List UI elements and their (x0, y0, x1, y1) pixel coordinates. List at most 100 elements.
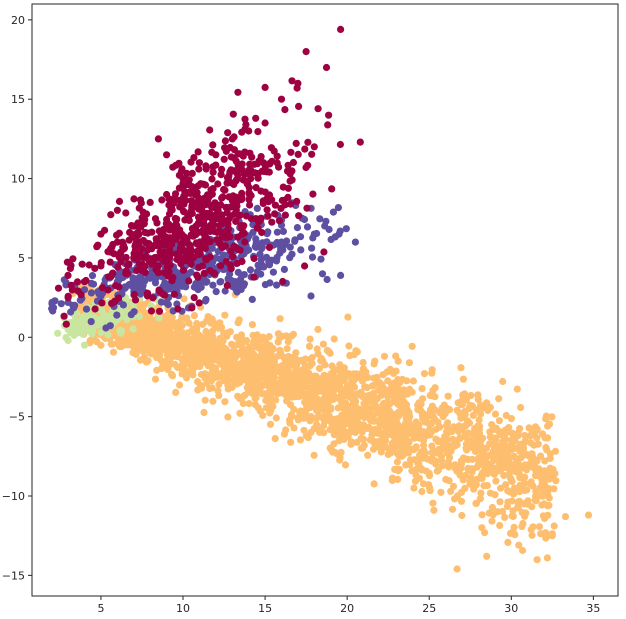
data-point-series-3-1487 (508, 497, 516, 505)
data-point-series-3-2553 (413, 420, 421, 428)
data-point-series-3-2034 (533, 556, 541, 564)
data-point-series-0-517 (143, 292, 152, 300)
data-point-series-3-2355 (428, 402, 436, 410)
x-tick-label-1: 10 (176, 602, 190, 615)
data-point-series-0-436 (214, 206, 222, 214)
data-point-series-3-771 (288, 332, 296, 340)
data-point-series-3-1431 (501, 513, 509, 522)
data-point-series-3-2613 (507, 476, 515, 484)
data-point-series-0-593 (153, 242, 161, 250)
data-point-series-3-2334 (199, 341, 207, 349)
data-point-series-1-416 (272, 257, 281, 265)
data-point-series-3-1031 (453, 406, 461, 414)
data-point-series-0-124 (320, 248, 328, 256)
data-point-series-3-2539 (217, 338, 226, 346)
data-point-series-3-197 (437, 488, 445, 496)
data-point-series-3-2176 (211, 373, 219, 382)
data-point-series-3-664 (164, 365, 172, 374)
data-point-series-0-626 (221, 137, 229, 145)
data-point-series-1-206 (266, 279, 274, 287)
data-point-series-0-570 (177, 243, 185, 251)
data-point-series-0-493 (223, 281, 231, 290)
data-point-series-1-163 (325, 225, 333, 234)
data-point-series-3-1606 (352, 370, 360, 378)
data-point-series-1-234 (127, 311, 135, 319)
data-point-series-0-568 (199, 244, 207, 252)
data-point-series-3-2416 (396, 378, 404, 387)
data-point-series-0-440 (241, 115, 249, 123)
data-point-series-3-393 (364, 451, 372, 459)
data-point-series-3-178 (492, 477, 500, 485)
data-point-series-3-2466 (188, 369, 196, 377)
data-point-series-3-1827 (286, 419, 294, 427)
data-point-series-0-580 (165, 253, 173, 261)
data-point-series-3-2602 (146, 349, 154, 357)
data-point-series-1-140 (273, 281, 281, 289)
data-point-series-0-573 (187, 246, 195, 255)
data-point-series-2-114 (97, 328, 105, 337)
data-point-series-0-439 (252, 114, 260, 122)
data-point-series-0-519 (221, 242, 230, 250)
data-point-series-3-1756 (463, 455, 471, 463)
data-point-series-3-2607 (310, 397, 318, 405)
data-point-series-3-1997 (494, 467, 502, 475)
data-point-series-3-770 (256, 407, 264, 415)
data-point-series-1-286 (269, 268, 277, 276)
data-point-series-3-1987 (474, 391, 482, 399)
data-point-series-0-555 (322, 63, 331, 72)
data-point-series-3-2322 (245, 349, 253, 357)
data-point-series-1-43 (209, 281, 217, 289)
y-axis-ticks: −15 −10 −5 0 5 10 15 20 (2, 14, 32, 582)
data-point-series-0-577 (267, 144, 275, 152)
data-point-series-1-324 (260, 263, 268, 271)
data-point-series-3-768 (521, 431, 529, 440)
data-point-series-0-474 (139, 208, 147, 216)
data-point-series-0-156 (229, 110, 237, 118)
data-point-series-3-2112 (444, 392, 452, 400)
data-point-series-3-1693 (380, 352, 389, 360)
data-point-series-3-1408 (454, 427, 463, 435)
data-point-series-3-1551 (276, 334, 284, 342)
data-point-series-3-2038 (479, 434, 487, 442)
data-point-series-3-750 (462, 471, 470, 479)
data-point-series-0-550 (202, 165, 210, 173)
data-point-series-3-2589 (135, 343, 143, 351)
data-point-series-3-2387 (530, 441, 538, 449)
data-point-series-0-632 (199, 226, 207, 234)
data-point-series-3-2562 (175, 334, 183, 342)
data-point-series-0-399 (295, 102, 303, 110)
data-point-series-0-425 (194, 273, 202, 281)
data-point-series-3-2495 (400, 390, 408, 398)
data-point-series-3-2083 (287, 413, 295, 421)
data-point-series-1-341 (293, 224, 301, 232)
data-point-series-0-355 (91, 264, 99, 272)
data-point-series-0-602 (217, 201, 225, 209)
data-point-series-0-660 (228, 135, 236, 143)
data-point-series-2-99 (117, 327, 126, 335)
data-point-series-3-1759 (357, 388, 365, 396)
data-point-series-3-2266 (218, 346, 226, 354)
data-point-series-0-373 (218, 165, 226, 173)
data-point-series-3-2035 (234, 319, 242, 327)
data-point-series-0-671 (163, 151, 171, 159)
data-point-series-3-1563 (276, 346, 284, 354)
data-point-series-3-892 (505, 455, 513, 463)
data-point-series-2-35 (129, 325, 137, 333)
data-point-series-3-2566 (162, 329, 170, 337)
data-point-series-3-1654 (209, 397, 217, 405)
data-point-series-0-18 (64, 271, 72, 279)
data-point-series-0-513 (214, 180, 222, 188)
data-point-series-3-453 (251, 401, 259, 409)
data-point-series-3-2520 (249, 340, 258, 348)
data-point-series-3-2179 (515, 497, 524, 505)
data-point-series-3-1796 (456, 434, 464, 442)
data-point-series-3-1347 (461, 484, 469, 492)
data-point-series-0-656 (163, 190, 171, 199)
data-point-series-3-2540 (328, 446, 336, 454)
data-point-series-3-807 (221, 398, 229, 406)
data-point-series-0-376 (221, 186, 229, 194)
data-point-series-1-346 (202, 295, 210, 304)
data-point-series-3-2313 (329, 369, 337, 377)
data-point-series-3-2450 (480, 402, 489, 410)
data-point-series-0-566 (284, 193, 292, 201)
